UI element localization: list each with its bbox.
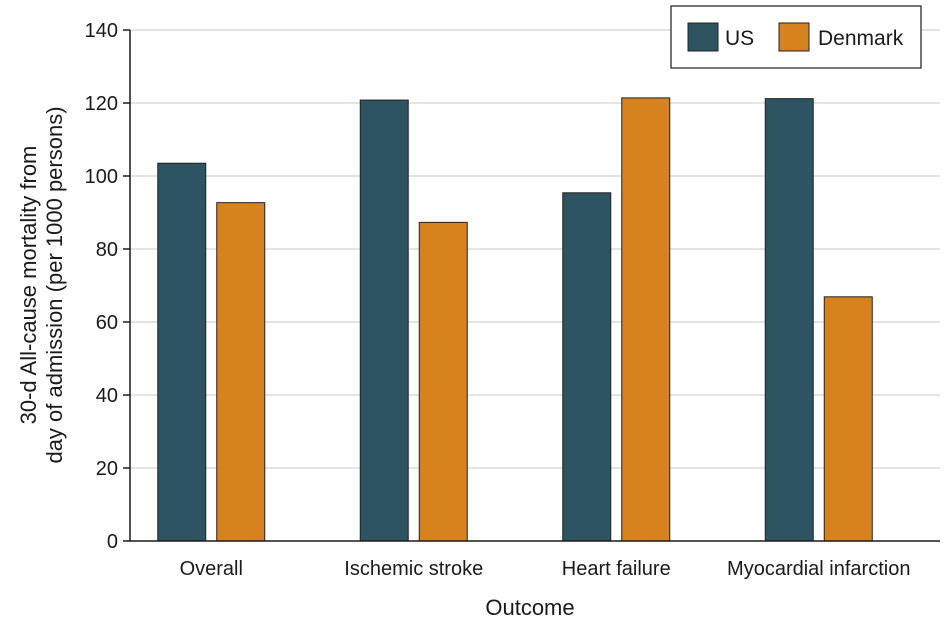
bar-us-0 <box>157 162 207 542</box>
bars-group <box>157 97 873 542</box>
y-tick-label: 0 <box>107 531 118 553</box>
y-tick-label: 140 <box>85 20 118 42</box>
bar-denmark-2 <box>621 97 671 542</box>
y-tick-label: 80 <box>96 239 118 261</box>
legend: US Denmark <box>670 5 922 69</box>
y-axis-title-line-2: day of admission (per 1000 persons) <box>42 106 67 463</box>
bar-us-2 <box>562 192 612 542</box>
bar-us-1 <box>359 99 409 542</box>
y-axis-title: 30-d All-cause mortality from day of adm… <box>16 106 67 463</box>
y-axis-title-line-1: 30-d All-cause mortality from <box>16 146 41 425</box>
y-tick-label: 60 <box>96 312 118 334</box>
y-tick-label: 40 <box>96 385 118 407</box>
x-category-label: Heart failure <box>562 558 671 580</box>
axes <box>129 30 940 542</box>
x-axis-title: Outcome <box>485 595 574 620</box>
y-tick-labels: 0 20 40 60 80 100 120 140 <box>85 20 118 553</box>
bar-us-3 <box>764 98 814 542</box>
legend-label-denmark: Denmark <box>818 27 904 50</box>
y-tick-label: 100 <box>85 166 118 188</box>
y-tick-label: 20 <box>96 458 118 480</box>
x-category-labels: Overall Ischemic stroke Heart failure Myoca… <box>180 558 911 580</box>
y-tick-label: 120 <box>85 93 118 115</box>
bar-denmark-0 <box>216 202 266 542</box>
legend-swatch-denmark <box>778 22 810 52</box>
x-category-label: Ischemic stroke <box>344 558 483 580</box>
legend-label-us: US <box>725 27 754 50</box>
x-category-label: Myocardial infarction <box>727 558 910 580</box>
legend-swatch-us <box>687 22 719 52</box>
x-category-label: Overall <box>180 558 243 580</box>
bar-denmark-1 <box>418 221 468 542</box>
bar-denmark-3 <box>823 296 873 542</box>
